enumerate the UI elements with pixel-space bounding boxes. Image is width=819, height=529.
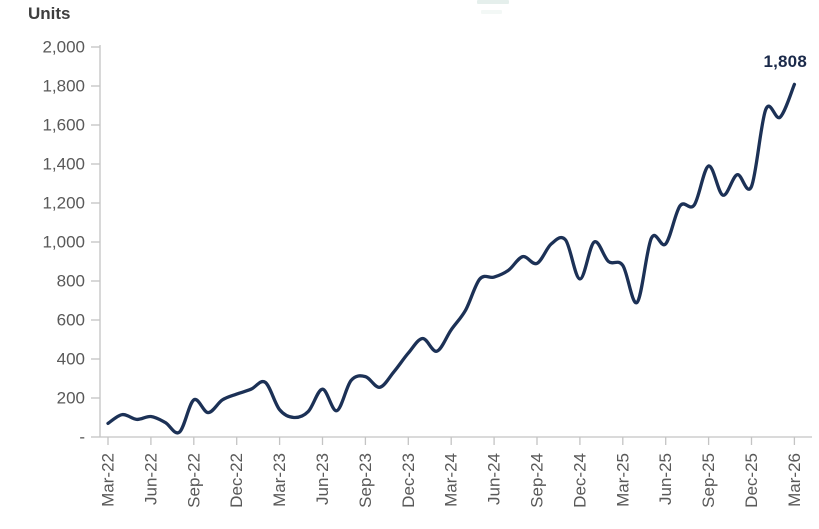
y-tick-label: 600: [57, 311, 85, 330]
x-tick-label: Jun-25: [656, 453, 675, 505]
x-tick-label: Jun-22: [141, 453, 160, 505]
y-tick-label: 400: [57, 350, 85, 369]
y-tick-label: 1,800: [42, 77, 85, 96]
y-tick-label: 1,400: [42, 155, 85, 174]
y-tick-label: 1,200: [42, 194, 85, 213]
x-tick-label: Dec-24: [570, 453, 589, 508]
y-tick-label: 1,600: [42, 116, 85, 135]
x-tick-label: Mar-22: [99, 453, 118, 507]
x-tick-label: Mar-25: [613, 453, 632, 507]
y-tick-label: 200: [57, 389, 85, 408]
x-tick-label: Jun-23: [313, 453, 332, 505]
x-tick-label: Dec-25: [742, 453, 761, 508]
y-tick-label: 1,000: [42, 233, 85, 252]
x-tick-label: Dec-23: [399, 453, 418, 508]
cropped-legend-artifact: [477, 0, 509, 4]
x-tick-label: Sep-24: [528, 453, 547, 508]
x-tick-label: Sep-22: [184, 453, 203, 508]
x-tick-label: Jun-24: [485, 453, 504, 505]
y-tick-label: -: [79, 428, 85, 447]
x-tick-label: Dec-22: [227, 453, 246, 508]
x-tick-label: Sep-25: [699, 453, 718, 508]
cropped-legend-artifact-2: [481, 10, 502, 14]
y-axis-title: Units: [28, 4, 71, 23]
x-tick-label: Sep-23: [356, 453, 375, 508]
units-series-line: [106, 82, 797, 435]
y-tick-label: 2,000: [42, 38, 85, 57]
x-tick-label: Mar-23: [270, 453, 289, 507]
end-data-label: 1,808: [763, 52, 807, 71]
x-tick-label: Mar-24: [442, 453, 461, 507]
x-tick-label: Mar-26: [785, 453, 804, 507]
y-tick-label: 800: [57, 272, 85, 291]
